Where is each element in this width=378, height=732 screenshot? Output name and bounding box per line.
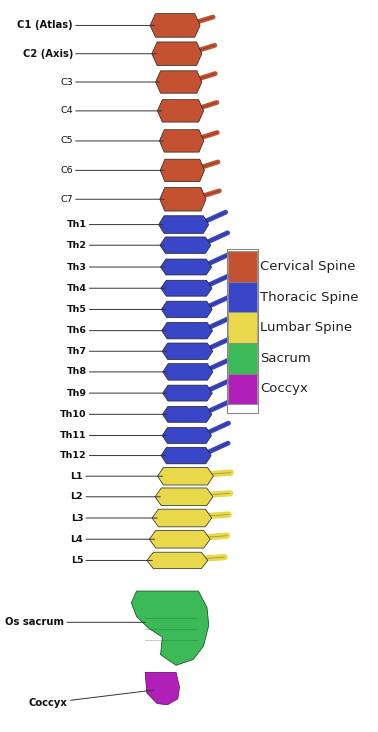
Text: Th1: Th1 xyxy=(67,220,163,229)
Polygon shape xyxy=(159,216,209,234)
FancyBboxPatch shape xyxy=(228,251,257,282)
Polygon shape xyxy=(152,509,212,527)
Text: Th7: Th7 xyxy=(67,347,167,356)
Text: C1 (Atlas): C1 (Atlas) xyxy=(17,20,155,31)
Text: Os sacrum: Os sacrum xyxy=(5,617,145,627)
Polygon shape xyxy=(163,385,212,401)
Polygon shape xyxy=(150,14,200,37)
FancyBboxPatch shape xyxy=(228,343,257,373)
Polygon shape xyxy=(160,237,211,253)
Text: Th2: Th2 xyxy=(67,241,164,250)
Text: Th10: Th10 xyxy=(60,410,167,419)
Polygon shape xyxy=(156,71,202,93)
Text: Thoracic Spine: Thoracic Spine xyxy=(260,291,359,304)
Polygon shape xyxy=(160,159,204,182)
Text: L4: L4 xyxy=(71,534,155,544)
Text: L2: L2 xyxy=(71,493,160,501)
Polygon shape xyxy=(161,301,212,318)
Text: L3: L3 xyxy=(71,514,157,523)
Polygon shape xyxy=(160,130,204,152)
Text: Th8: Th8 xyxy=(67,367,167,376)
Text: C5: C5 xyxy=(60,136,163,146)
Text: Th4: Th4 xyxy=(67,284,165,293)
Polygon shape xyxy=(147,552,208,569)
Text: Sacrum: Sacrum xyxy=(260,352,311,365)
Text: Lumbar Spine: Lumbar Spine xyxy=(260,321,352,335)
FancyBboxPatch shape xyxy=(228,373,257,404)
FancyBboxPatch shape xyxy=(228,282,257,313)
Polygon shape xyxy=(163,406,212,422)
Polygon shape xyxy=(158,467,213,485)
Text: Cervical Spine: Cervical Spine xyxy=(260,260,356,273)
Text: C4: C4 xyxy=(60,106,161,116)
Text: Th11: Th11 xyxy=(60,431,167,440)
Polygon shape xyxy=(155,488,213,506)
Text: L5: L5 xyxy=(71,556,152,565)
Text: Coccyx: Coccyx xyxy=(29,690,154,708)
Polygon shape xyxy=(160,259,212,275)
FancyBboxPatch shape xyxy=(228,313,257,343)
Polygon shape xyxy=(161,447,211,464)
Text: Th5: Th5 xyxy=(67,305,166,314)
Text: C2 (Axis): C2 (Axis) xyxy=(23,49,156,59)
Polygon shape xyxy=(160,187,206,211)
Text: Coccyx: Coccyx xyxy=(260,383,308,395)
Text: C7: C7 xyxy=(60,195,164,203)
Text: C6: C6 xyxy=(60,166,164,175)
Text: Th9: Th9 xyxy=(67,389,167,397)
Text: C3: C3 xyxy=(60,78,160,86)
Polygon shape xyxy=(161,280,212,296)
Polygon shape xyxy=(132,591,209,665)
Text: L1: L1 xyxy=(71,471,163,481)
Text: Th12: Th12 xyxy=(60,451,166,460)
Polygon shape xyxy=(152,42,202,65)
Polygon shape xyxy=(162,427,212,444)
Text: Th3: Th3 xyxy=(67,263,165,272)
Polygon shape xyxy=(149,531,210,548)
Polygon shape xyxy=(162,322,212,339)
Polygon shape xyxy=(157,100,204,122)
Polygon shape xyxy=(145,673,180,705)
Polygon shape xyxy=(163,364,213,380)
Polygon shape xyxy=(162,343,213,359)
Text: Th6: Th6 xyxy=(67,326,166,335)
